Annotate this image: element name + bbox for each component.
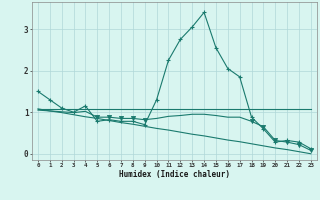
X-axis label: Humidex (Indice chaleur): Humidex (Indice chaleur) bbox=[119, 170, 230, 179]
